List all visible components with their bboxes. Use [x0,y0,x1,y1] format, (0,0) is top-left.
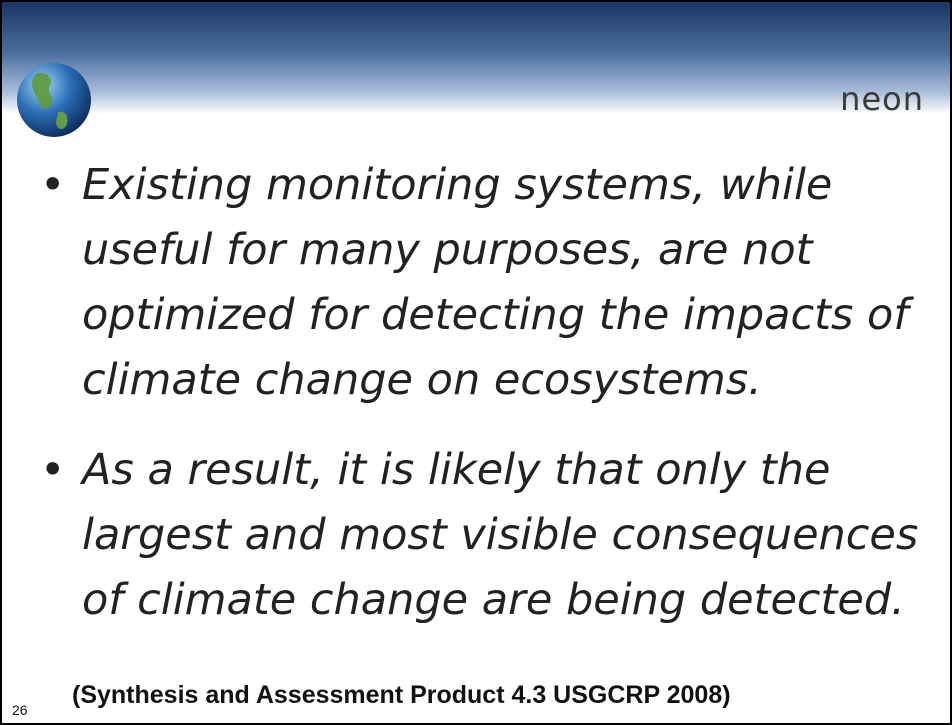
bullet-text: useful for many purposes, are not [82,225,813,275]
bullet-text: As a result, it is likely that only the [82,445,831,495]
globe-icon [17,63,91,137]
logo: neon [840,80,924,118]
bullet-marker: • [40,160,66,210]
bullet-marker: • [40,445,66,495]
bullet-text: optimized for detecting the impacts of [82,290,909,340]
header-band [2,2,950,114]
bullet-text: Existing monitoring systems, while [82,160,833,210]
footer-citation: (Synthesis and Assessment Product 4.3 US… [72,681,731,709]
slide-number: 26 [12,702,28,718]
bullet-text: climate change on ecosystems. [82,355,762,405]
bullet-text: largest and most visible consequences [82,510,919,560]
bullet-text: of climate change are being detected. [82,575,905,625]
